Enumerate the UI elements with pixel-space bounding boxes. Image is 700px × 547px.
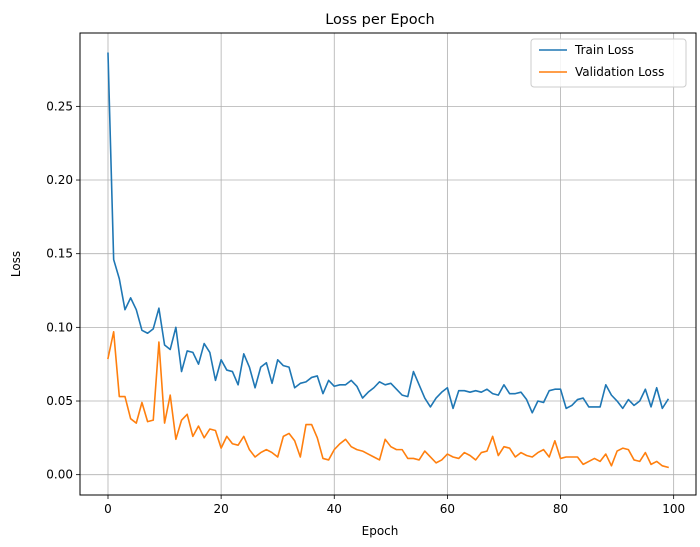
legend: Train Loss Validation Loss [530,38,687,88]
y-axis-label: Loss [9,251,23,277]
x-tick-label: 0 [104,502,112,516]
x-tick-label: 20 [213,502,228,516]
legend-entry-validation: Validation Loss [575,65,664,79]
y-ticks: 0.00 0.05 0.10 0.15 0.20 0.25 [46,99,80,482]
plot-frame [79,32,697,496]
x-tick-label: 100 [662,502,685,516]
legend-entry-train: Train Loss [574,43,634,57]
x-tick-label: 60 [440,502,455,516]
x-axis-label: Epoch [362,524,399,538]
x-tick-label: 40 [327,502,342,516]
y-tick-label: 0.15 [46,247,73,261]
legend-frame [530,38,687,88]
x-tick-label: 80 [553,502,568,516]
y-tick-label: 0.00 [46,468,73,482]
series-lines [107,52,670,469]
y-tick-label: 0.05 [46,394,73,408]
y-tick-label: 0.25 [46,99,73,113]
grid [80,33,696,495]
y-tick-label: 0.20 [46,173,73,187]
chart-title: Loss per Epoch [325,12,435,28]
y-tick-label: 0.10 [46,320,73,334]
train-loss-line [107,52,670,414]
validation-loss-line [107,330,669,469]
x-ticks: 0 20 40 60 80 100 [104,495,685,516]
